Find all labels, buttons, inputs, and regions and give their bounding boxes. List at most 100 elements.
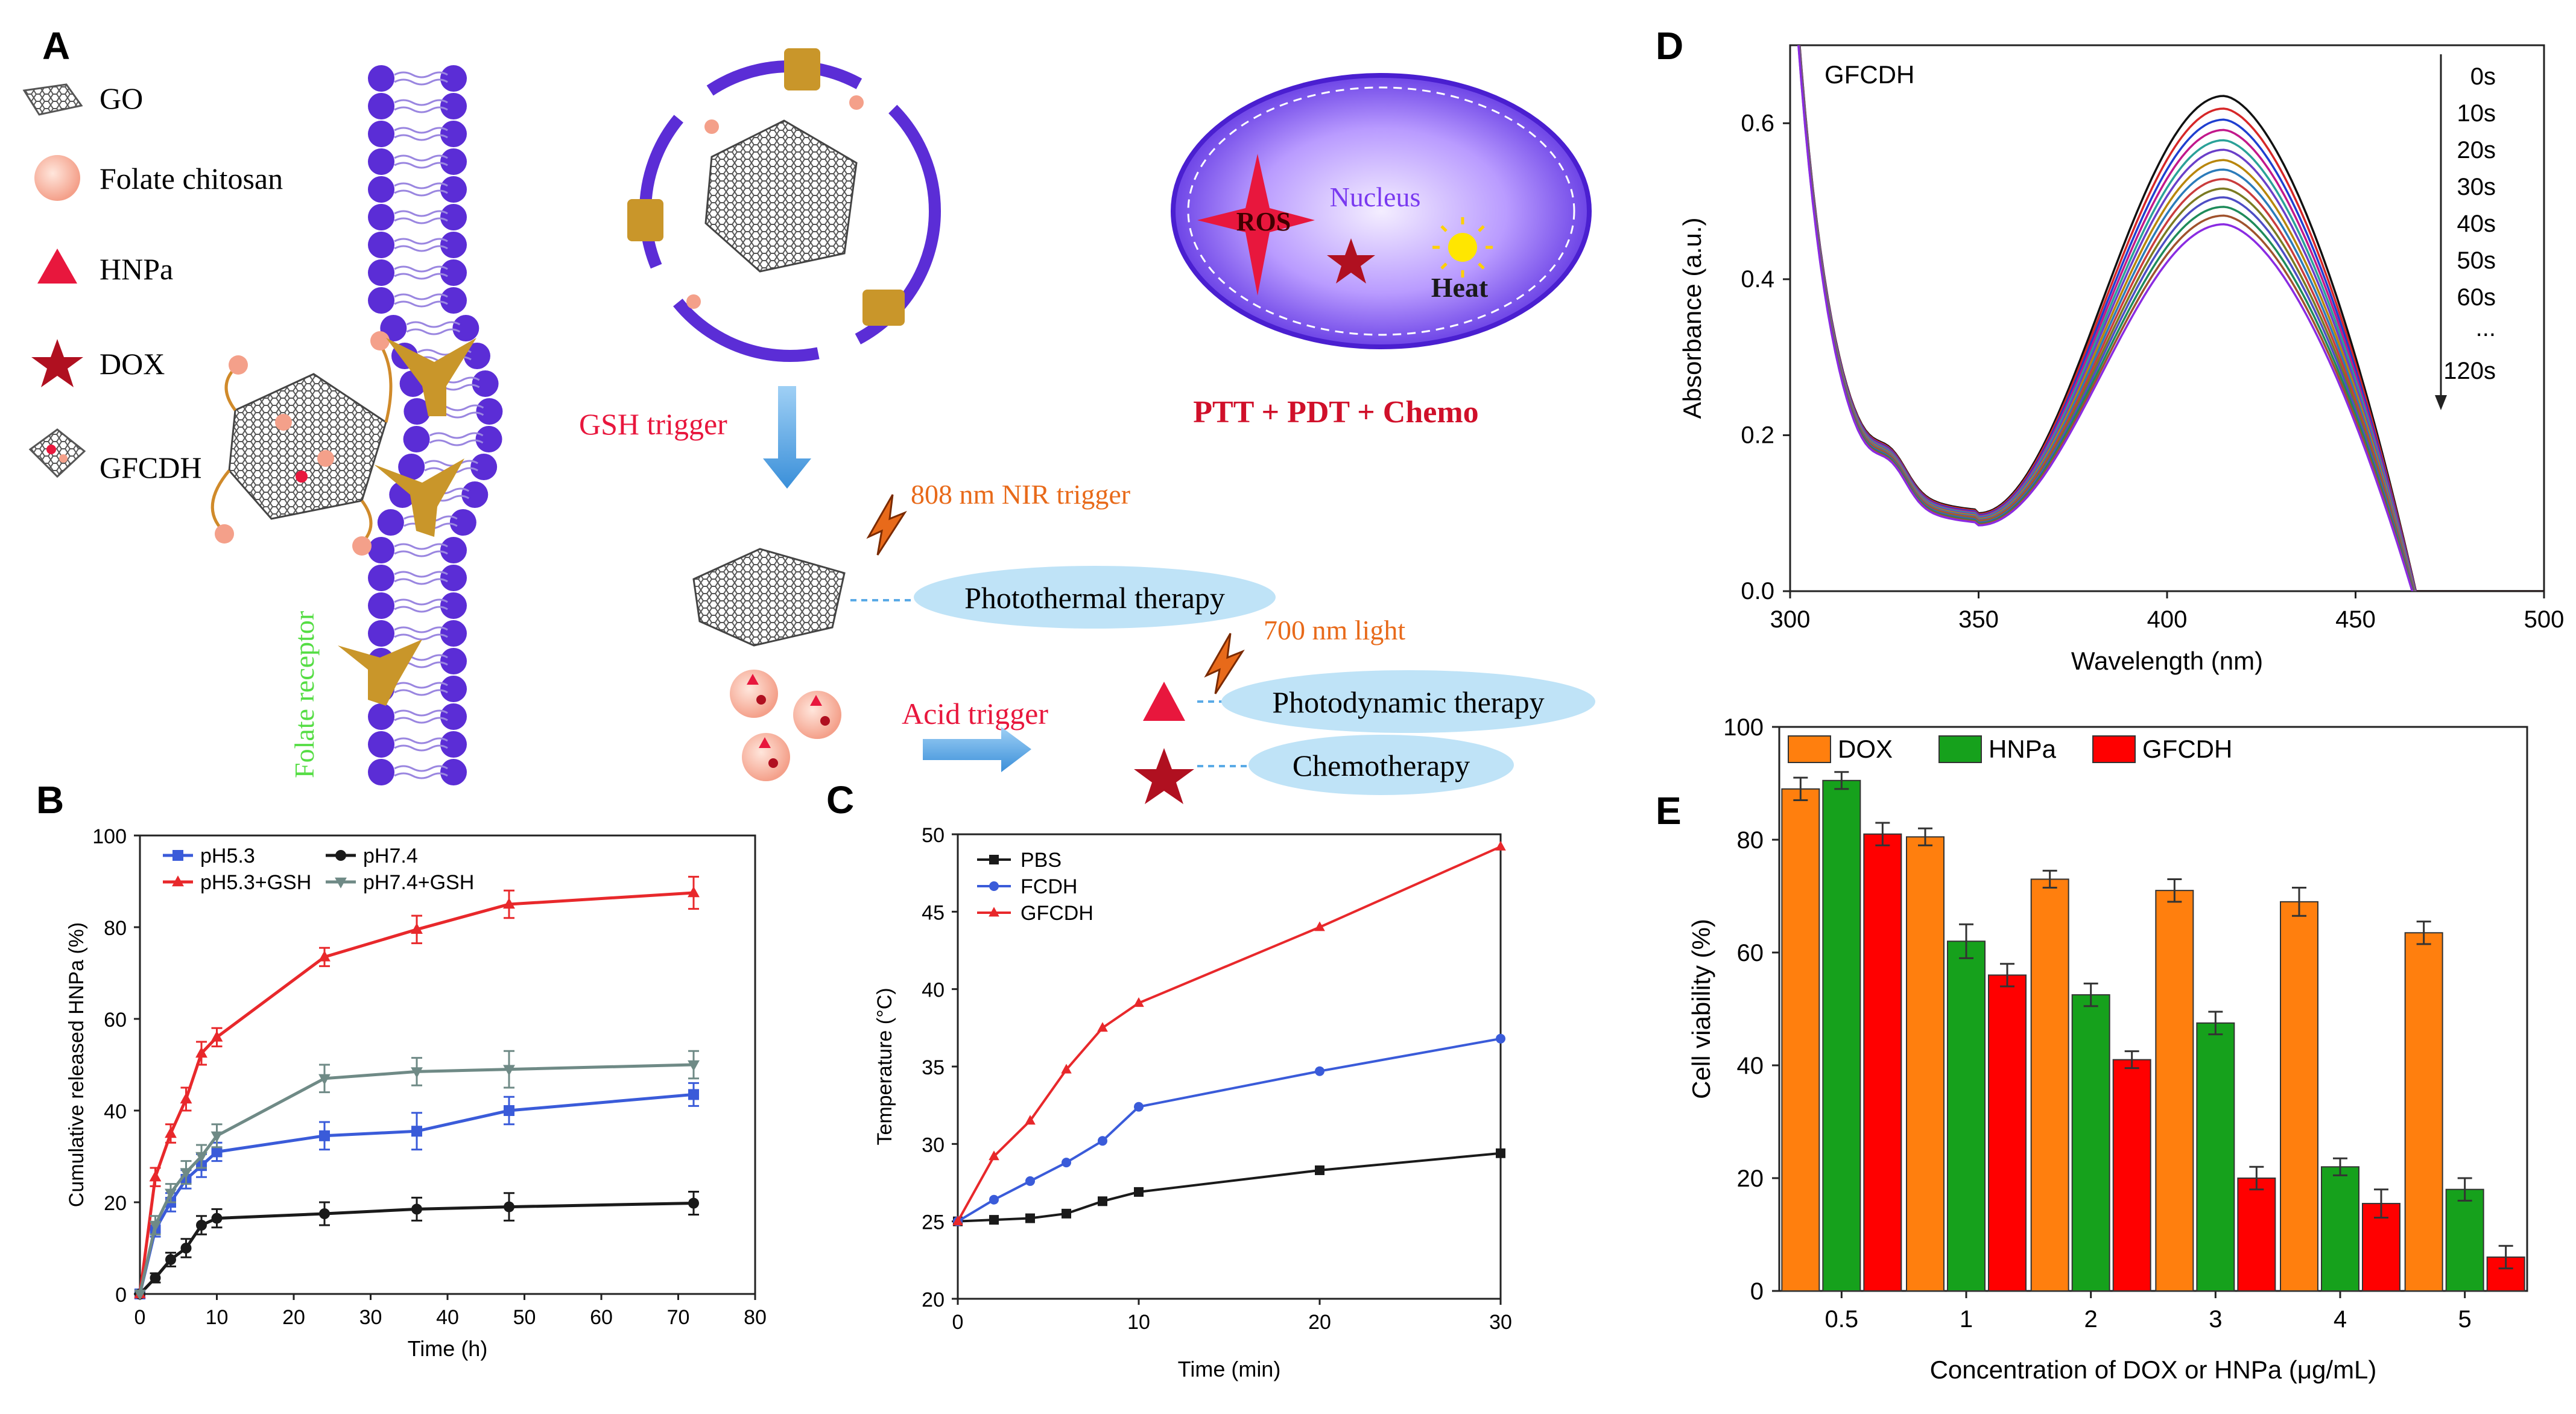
data-point — [180, 1243, 192, 1254]
spectrum-curve — [1799, 45, 2544, 591]
legend-text: GFCDH — [1021, 902, 1093, 925]
y-tick-label: 100 — [1723, 714, 1764, 741]
x-tick-label: 70 — [667, 1306, 690, 1329]
membrane-bead — [368, 565, 394, 591]
x-tick-label: 4 — [2334, 1306, 2347, 1333]
membrane-tail — [406, 328, 461, 335]
membrane-tail — [394, 99, 448, 106]
membrane-bead — [398, 454, 425, 480]
go-sheet — [692, 548, 846, 647]
membrane-bead — [368, 65, 394, 92]
bar-HNPa — [2196, 1022, 2235, 1292]
data-point — [503, 1065, 515, 1076]
x-tick-label: 10 — [1127, 1311, 1150, 1334]
time-label: 50s — [2457, 247, 2496, 274]
gfcdh-nanosheet — [210, 331, 393, 556]
data-point — [165, 1127, 177, 1138]
data-point — [180, 1168, 192, 1179]
bar-HNPa — [2071, 994, 2110, 1292]
legend-text: HNPa — [1989, 735, 2057, 763]
y-tick-label: 20 — [104, 1192, 127, 1215]
membrane-bead — [440, 287, 467, 314]
membrane-tail — [394, 71, 448, 78]
membrane-bead — [463, 343, 490, 369]
data-point — [688, 1060, 700, 1071]
photothermal-label: Photothermal therapy — [964, 581, 1225, 615]
y-tick-label: 80 — [104, 917, 127, 940]
x-tick-label: 60 — [590, 1306, 613, 1329]
plot-frame — [1789, 44, 2545, 592]
light-700-label: 700 nm light — [1264, 615, 1405, 645]
membrane-bead — [472, 370, 499, 397]
hnpa-icon — [37, 249, 77, 284]
membrane-tail — [394, 300, 448, 308]
data-point — [1134, 1102, 1144, 1112]
y-axis-label: Absorbance (a.u.) — [1678, 218, 1706, 419]
endosome — [627, 48, 941, 362]
y-tick-label: 40 — [104, 1100, 127, 1123]
data-point — [688, 886, 700, 898]
membrane-bead — [440, 620, 467, 647]
spectrum-curve — [1797, 45, 2414, 591]
x-axis-label: Time (h) — [408, 1336, 488, 1361]
bar-GFCDH — [1863, 833, 1902, 1292]
x-tick-label: 40 — [436, 1306, 459, 1329]
data-point — [989, 1215, 999, 1225]
acid-flow-arrow — [923, 727, 1031, 772]
folate-receptors — [338, 338, 476, 706]
x-tick-label: 300 — [1770, 606, 1811, 633]
membrane-bead — [440, 93, 467, 119]
spectrum-curve — [1797, 45, 2415, 591]
x-axis-label: Concentration of DOX or HNPa (μg/mL) — [1930, 1355, 2377, 1384]
spectrum-curve — [1798, 45, 2417, 591]
data-point — [1025, 1176, 1035, 1186]
y-axis-label: Temperature (°C) — [873, 988, 896, 1145]
data-point — [504, 1105, 514, 1116]
bar-DOX — [2280, 901, 2318, 1292]
spectrum-curve — [1798, 45, 2416, 591]
data-point — [150, 1272, 161, 1284]
legend-swatch — [2092, 735, 2136, 763]
legend-text: pH7.4+GSH — [363, 871, 474, 894]
x-tick-label: 0 — [134, 1306, 146, 1329]
bar-HNPa — [1822, 779, 1861, 1292]
bar-HNPa — [2321, 1166, 2359, 1292]
series-line-GFCDH — [957, 845, 1501, 1222]
go-icon — [22, 83, 83, 116]
chemo-bubble — [1248, 735, 1514, 795]
panel-a: A GO Folate chitosan HNPa DOX GFCDH — [22, 24, 1595, 804]
bar-HNPa — [2445, 1188, 2484, 1292]
nir-trigger-label: 808 nm NIR trigger — [911, 479, 1130, 510]
membrane-tail — [429, 439, 484, 446]
data-point — [335, 877, 347, 889]
data-point — [688, 1197, 699, 1209]
spectrum-curve — [1797, 45, 2415, 591]
membrane-tail — [394, 717, 448, 724]
membrane-tail — [394, 737, 448, 744]
y-tick-label: 35 — [922, 1056, 945, 1079]
membrane-bead — [368, 703, 394, 730]
membrane-bead — [368, 759, 394, 785]
panel-label-c: C — [826, 778, 854, 822]
membrane-bead — [377, 509, 404, 536]
folate-receptor-label: Folate receptor — [289, 611, 320, 778]
time-label: 0s — [2470, 63, 2496, 90]
data-point — [210, 1030, 223, 1042]
legend-text: FCDH — [1021, 875, 1077, 898]
heat-label: Heat — [1431, 272, 1489, 303]
data-point — [411, 1203, 422, 1215]
data-point — [1315, 1066, 1324, 1076]
membrane-bead — [470, 454, 498, 480]
time-label: 20s — [2457, 137, 2496, 163]
data-point — [1315, 1165, 1324, 1175]
membrane-tail — [394, 265, 448, 273]
x-tick-label: 400 — [2147, 606, 2188, 633]
spectrum-curve — [1798, 45, 2416, 591]
dox-symbol — [1134, 748, 1194, 804]
membrane-bead — [403, 426, 430, 452]
series-line-pH7.4+GSH — [138, 1063, 694, 1295]
spectrum-curve — [1798, 45, 2544, 591]
x-tick-label: 350 — [1958, 606, 1999, 633]
y-tick-label: 0.2 — [1741, 422, 1774, 448]
data-point — [989, 855, 999, 864]
